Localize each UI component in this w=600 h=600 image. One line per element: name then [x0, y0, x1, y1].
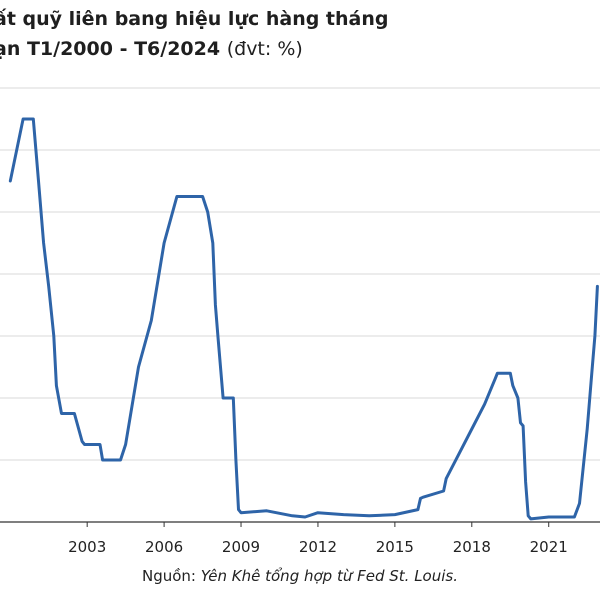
series-line	[8, 117, 599, 521]
x-tick-label: 2012	[299, 538, 337, 556]
source-note: Nguồn: Yên Khê tổng hợp từ Fed St. Louis…	[0, 567, 600, 585]
x-axis	[0, 521, 600, 527]
chart-unit: (đvt: %)	[226, 38, 303, 60]
x-tick-label: 2006	[145, 538, 183, 556]
x-tick-label: 2009	[222, 538, 260, 556]
x-tick-label: 2015	[376, 538, 414, 556]
x-tick-labels: 2003 2006 2009 2012 2015 2018 2021	[68, 538, 568, 556]
line-chart: 2003 2006 2009 2012 2015 2018 2021	[0, 87, 600, 556]
source-prefix: Nguồn:	[141, 567, 196, 585]
chart-title: ất quỹ liên bang hiệu lực hàng tháng ạn …	[0, 4, 600, 64]
x-tick-label: 2021	[530, 538, 568, 556]
grid-lines	[0, 87, 600, 461]
x-tick-label: 2018	[453, 538, 491, 556]
x-tick-label: 2003	[68, 538, 106, 556]
source-text: Yên Khê tổng hợp từ Fed St. Louis.	[200, 567, 458, 585]
chart-title-period: ạn T1/2000 - T6/2024	[0, 38, 221, 60]
chart-title-line-1: ất quỹ liên bang hiệu lực hàng tháng	[0, 8, 389, 30]
series-lines	[8, 117, 599, 521]
chart-title-line-2: ạn T1/2000 - T6/2024 (đvt: %)	[0, 34, 600, 64]
